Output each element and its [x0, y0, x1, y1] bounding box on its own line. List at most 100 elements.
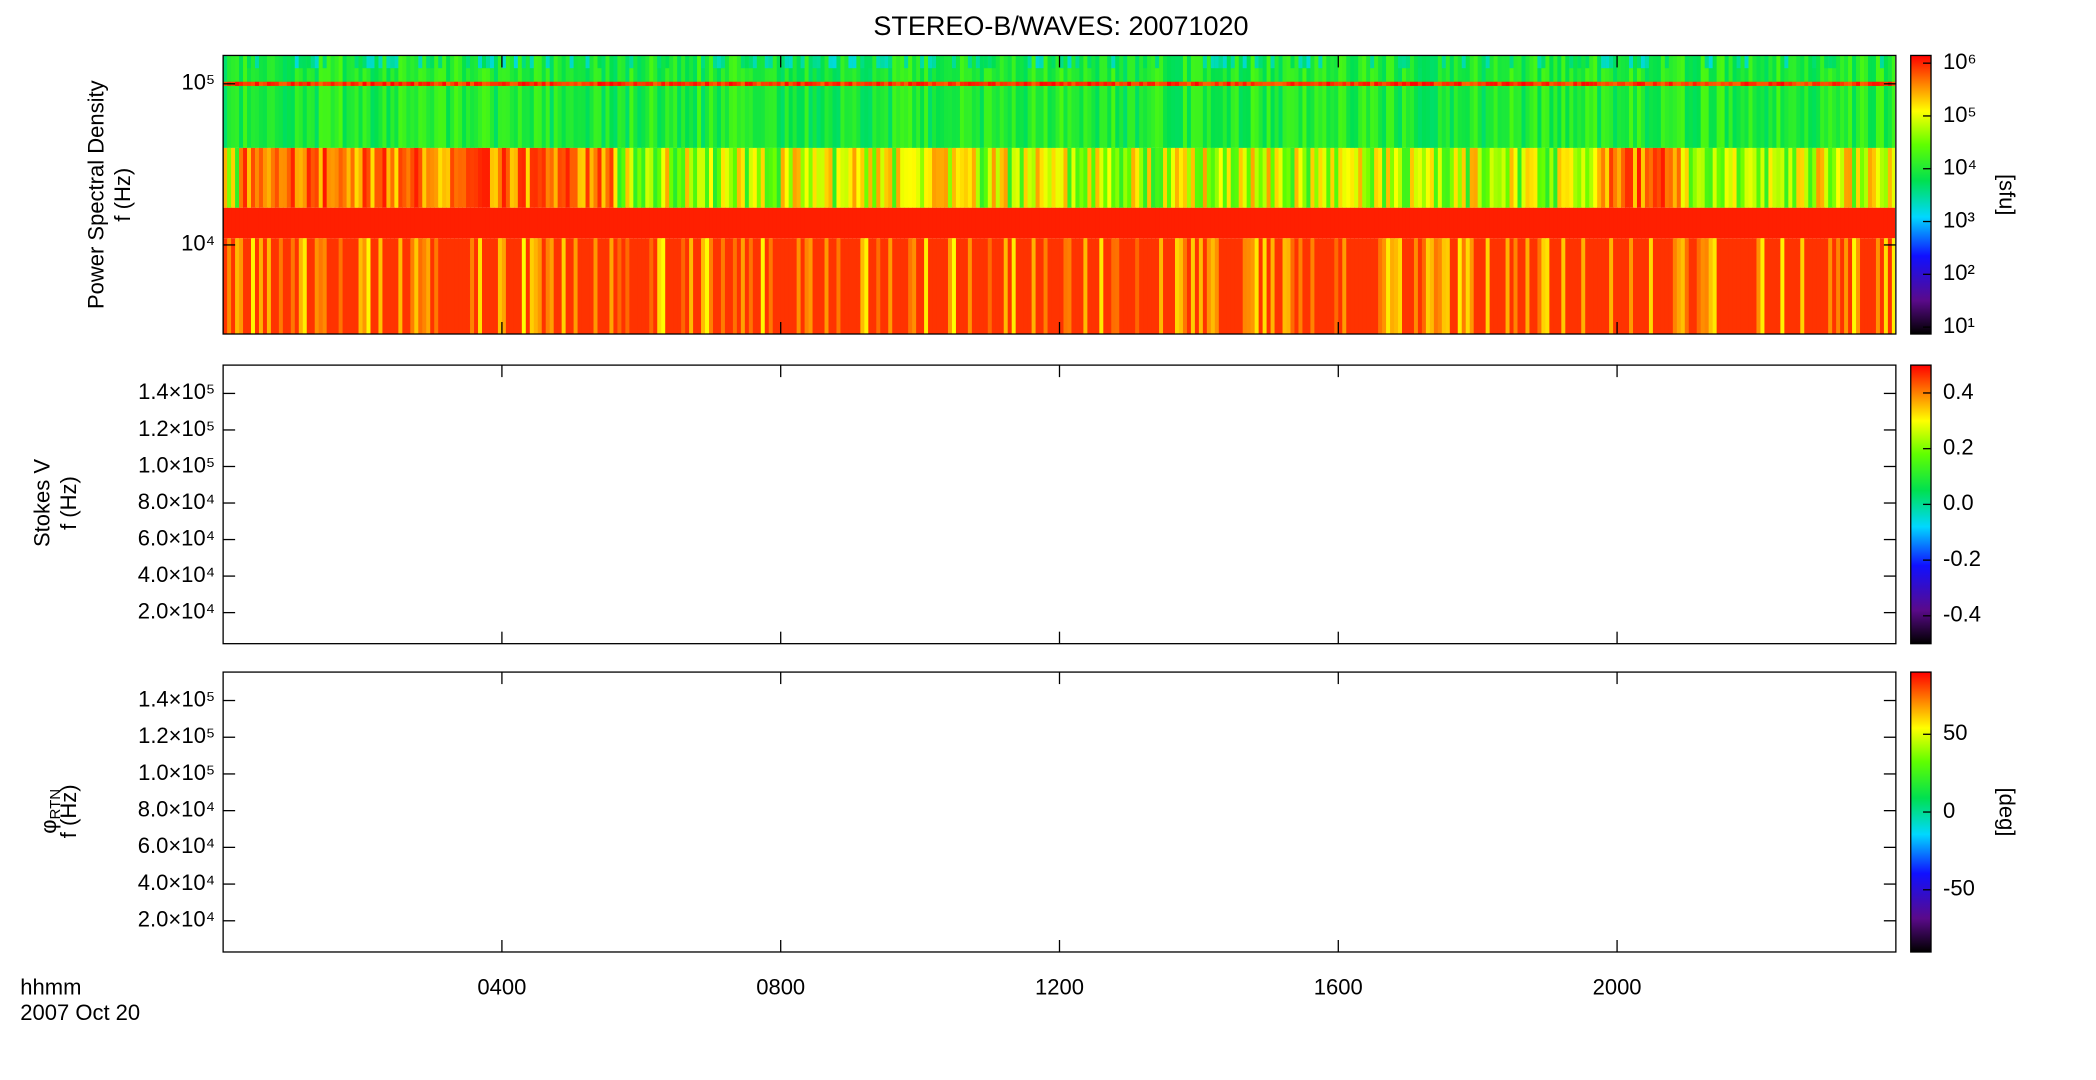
spectrogram-cell [1640, 147, 1646, 208]
spectrogram-cell [1047, 238, 1053, 334]
spectrogram-cell [788, 238, 794, 334]
spectrogram-cell [1003, 81, 1009, 86]
spectrogram-cell [521, 55, 527, 69]
spectrogram-cell [983, 147, 989, 208]
spectrogram-cell [426, 147, 431, 208]
spectrogram-cell [856, 55, 861, 148]
spectrogram-cell [1362, 147, 1367, 208]
spectrogram-cell [888, 55, 893, 148]
spectrogram-cell [932, 81, 937, 86]
spectrogram-cell [410, 55, 415, 148]
spectrogram-cell [1282, 55, 1288, 148]
spectrogram-cell [740, 55, 746, 69]
spectrogram-cell [1856, 55, 1861, 148]
spectrogram-cell [928, 55, 933, 148]
spectrogram-cell [1728, 81, 1734, 86]
spectrogram-cell [573, 238, 579, 334]
spectrogram-cell [1246, 147, 1252, 208]
spectrogram-cell [545, 238, 551, 334]
spectrogram-cell [1597, 55, 1602, 148]
spectrogram-cell [509, 81, 515, 86]
spectrogram-cell [565, 238, 571, 334]
spectrogram-cell [1131, 147, 1136, 208]
spectrogram-cell [760, 81, 766, 86]
spectrogram-cell [1437, 81, 1443, 86]
spectrogram-cell [278, 238, 284, 334]
spectrogram-cell [1864, 55, 1869, 148]
spectrogram-cell [1362, 55, 1367, 148]
spectrogram-cell [1437, 147, 1443, 208]
spectrogram-cell [673, 81, 678, 86]
spectrogram-cell [816, 238, 822, 334]
spectrogram-cell [529, 207, 535, 239]
spectrogram-cell [1816, 147, 1821, 208]
spectrogram-cell [1517, 147, 1523, 208]
spectrogram-cell [852, 55, 857, 69]
spectrogram-cell [1095, 207, 1100, 239]
spectrogram-cell [394, 147, 399, 208]
spectrogram-cell [1015, 81, 1021, 86]
spectrogram-cell [310, 81, 316, 86]
spectrogram-cell [1015, 55, 1021, 148]
spectrogram-cell [1270, 55, 1276, 69]
spectrogram-cell [266, 207, 272, 239]
spectrogram-cell [1788, 81, 1793, 86]
spectrogram-cell [920, 147, 925, 208]
spectrogram-cell [390, 81, 395, 86]
spectrogram-cell [1390, 207, 1395, 239]
spectrogram-cell [943, 55, 949, 148]
spectrogram-cell [286, 238, 292, 334]
spectrogram-cell [1067, 81, 1073, 86]
spectrogram-cell [1238, 147, 1244, 208]
spectrogram-cell [788, 81, 794, 86]
spectrogram-cell [418, 55, 423, 148]
spectrogram-cell [653, 147, 658, 208]
spectrogram-cell [1652, 238, 1658, 334]
spectrogram-cell [816, 55, 822, 69]
spectrogram-cell [1812, 147, 1817, 208]
spectrogram-cell [430, 81, 435, 86]
spectrogram-cell [912, 55, 917, 148]
spectrogram-cell [792, 238, 798, 334]
spectrogram-cell [1744, 55, 1750, 69]
spectrogram-cell [780, 81, 786, 86]
spectrogram-cell [1796, 55, 1801, 148]
spectrogram-cell [820, 207, 826, 239]
spectrogram-cell [764, 147, 770, 208]
colorbar-label: [deg] [1995, 788, 2020, 837]
spectrogram-cell [1640, 207, 1646, 239]
spectrogram-cell [732, 238, 738, 334]
spectrogram-cell [776, 81, 782, 86]
spectrogram-cell [1398, 81, 1403, 86]
spectrogram-cell [1071, 207, 1077, 239]
spectrogram-cell [693, 81, 698, 86]
spectrogram-cell [430, 55, 435, 69]
spectrogram-cell [852, 207, 857, 239]
spectrogram-cell [1167, 55, 1172, 148]
spectrogram-cell [442, 238, 447, 334]
spectrogram-cell [243, 207, 248, 239]
spectrogram-cell [1613, 238, 1618, 334]
spectrogram-cell [438, 238, 443, 334]
spectrogram-cell [1593, 207, 1598, 239]
spectrogram-cell [1075, 147, 1081, 208]
spectrogram-cell [1549, 238, 1554, 334]
spectrogram-cell [1218, 81, 1224, 86]
spectrogram-cell [1780, 81, 1785, 86]
spectrogram-cell [740, 207, 746, 239]
spectrogram-cell [752, 55, 758, 69]
spectrogram-cell [1254, 207, 1260, 239]
colorbar-tick-label: -0.4 [1943, 602, 1981, 627]
spectrogram-cell [999, 207, 1005, 239]
spectrogram-cell [1055, 81, 1061, 86]
spectrogram-cell [1294, 55, 1300, 148]
spectrogram-cell [1461, 55, 1467, 148]
spectrogram-cell [290, 238, 296, 334]
spectrogram-cell [955, 207, 961, 239]
spectrogram-cell [1310, 55, 1315, 148]
spectrogram-cell [362, 55, 368, 148]
spectrogram-cell [1545, 81, 1550, 86]
spectrogram-cell [1513, 147, 1519, 208]
spectrogram-cell [1676, 147, 1682, 208]
